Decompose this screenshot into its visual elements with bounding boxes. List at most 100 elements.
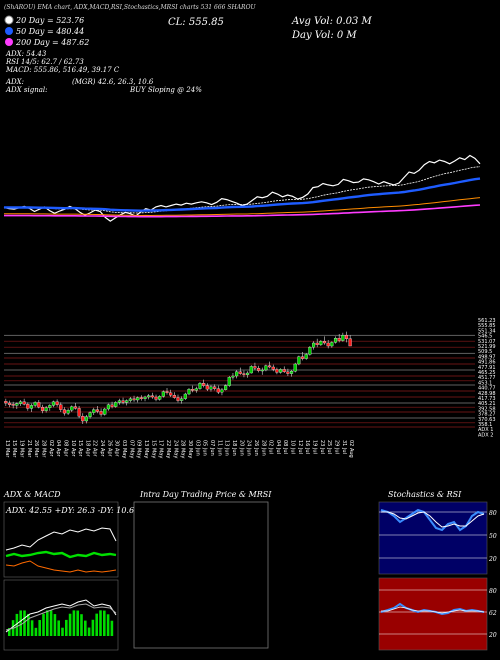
candle-body (213, 386, 217, 389)
adx-signal-value: BUY Sloping @ 24% (129, 86, 202, 94)
date-axis-label: 08 Jul (282, 440, 288, 454)
rsi-axis-80: 80 (489, 588, 497, 595)
macd-signal-plot (5, 603, 117, 631)
candle-body (26, 404, 30, 409)
candle-body (238, 371, 242, 374)
plus-di-plot (5, 550, 117, 559)
candle-body (216, 388, 220, 393)
date-axis-label: 28 Jun (260, 440, 266, 456)
date-axis-label: 24 Jun (246, 440, 252, 456)
date-axis-label: 09 May (136, 440, 142, 458)
date-axis-label: 26 Apr (106, 440, 112, 458)
price-axis-label: 546.5 (478, 334, 492, 340)
date-axis-label: 04 Jul (275, 440, 281, 454)
date-axis-label: 08 Apr (62, 440, 68, 458)
rsi-axis-62: 62 (489, 610, 497, 617)
candle-body (301, 356, 305, 359)
candle-body (121, 400, 125, 403)
date-axis-label: 26 Mar (33, 440, 39, 458)
macd-histogram-bar (106, 614, 110, 636)
date-axis-label: 30 Apr (114, 440, 120, 458)
price-axis-label: 465.25 (478, 370, 496, 376)
candle-body (4, 401, 8, 404)
minus-di-plot (5, 560, 117, 573)
date-axis-label: 19 Mar (18, 440, 24, 458)
price-axis-label: 498.97 (478, 354, 496, 360)
candle-body (84, 416, 88, 422)
candle-body (202, 383, 206, 386)
macd-histogram-bar (34, 627, 38, 636)
stoch-d-plot (381, 511, 485, 528)
macd-histogram-bar (57, 620, 60, 636)
date-axis-label: 25 Jul (326, 440, 332, 454)
date-axis-label: 24 May (172, 440, 178, 458)
adx-panel-frame (3, 501, 119, 578)
candle-body (169, 392, 173, 396)
candle-body (150, 395, 154, 398)
macd-histogram-bar (8, 628, 11, 636)
macd-histogram-bar (27, 613, 30, 636)
legend-swatch-50 (5, 27, 13, 35)
date-axis-label: 10 Apr (70, 440, 76, 458)
price-axis-label: 453.1 (478, 380, 492, 386)
candle-body (297, 356, 301, 365)
price-axis-label: 358.1 (478, 422, 492, 428)
candle-body (176, 397, 180, 401)
header-strip: (ShAROU) EMA chart, ADX,MACD,RSI,Stochas… (4, 4, 256, 11)
candle-body (51, 401, 55, 406)
candle-body (187, 389, 191, 395)
macd-line-plot (5, 599, 117, 633)
candle-body (117, 400, 121, 403)
date-axis-label: 26 Jun (253, 440, 259, 456)
macd-histogram-bar (19, 610, 22, 636)
close-price: CL: 555.85 (168, 17, 224, 28)
adx-values: (MGR) 42.6, 26.3, 10.6 (72, 78, 154, 86)
candle-body (103, 408, 107, 415)
avg-volume: Avg Vol: 0.03 M (291, 16, 373, 27)
candle-body (191, 389, 195, 391)
macd-histogram-bar (23, 610, 26, 636)
macd-histogram-bar (80, 614, 83, 636)
candle-body (7, 402, 12, 405)
date-axis-label: 24 Apr (99, 440, 105, 458)
intraday-panel-frame (133, 501, 269, 649)
legend-50-day: 50 Day = 480.44 (16, 27, 84, 36)
macd-histogram-bar (46, 610, 49, 636)
price-axis-label: 521.99 (478, 344, 496, 350)
adx-label: ADX: (5, 78, 24, 86)
date-axis-label: 17 May (158, 440, 164, 458)
macd-histogram-bar (99, 610, 102, 636)
candle-body (125, 400, 129, 403)
adx-line: ADX: 54.43 (5, 50, 47, 58)
macd-line: MACD: 555.86, 516.49, 39.17 C (5, 66, 120, 74)
macd-panel (3, 579, 119, 651)
candle-body (110, 404, 114, 407)
candle-body (282, 369, 286, 372)
date-axis-label: 10 Jul (290, 440, 296, 454)
candle-body (279, 369, 283, 373)
day-volume: Day Vol: 0 M (291, 30, 357, 41)
macd-histogram-bar (110, 620, 114, 636)
macd-histogram-bar (15, 613, 19, 636)
candle-body (15, 403, 19, 406)
candle-body (330, 342, 334, 347)
candle-body (304, 354, 308, 359)
adx-line-plot (5, 527, 117, 551)
adx-readout: ADX: 42.55 +DY: 26.3 -DY: 10.6 (5, 506, 134, 515)
candle-body (198, 383, 202, 389)
date-axis-label: 31 Jul (341, 440, 347, 454)
candle-body (66, 410, 70, 414)
price-axis-label: 509.5 (478, 349, 492, 355)
rsi-panel-frame (378, 577, 488, 651)
macd-histogram-bar (76, 610, 79, 636)
candle-body (220, 389, 224, 393)
candle-body (326, 342, 330, 347)
candle-body (99, 411, 103, 415)
date-axis-label: 04 Apr (55, 440, 61, 458)
macd-histogram-bar (103, 610, 106, 636)
candle-body (59, 404, 63, 410)
price-axis-label: 551.34 (478, 328, 496, 334)
date-axis-label: 15 May (150, 440, 156, 458)
ema-50-line (4, 177, 481, 212)
